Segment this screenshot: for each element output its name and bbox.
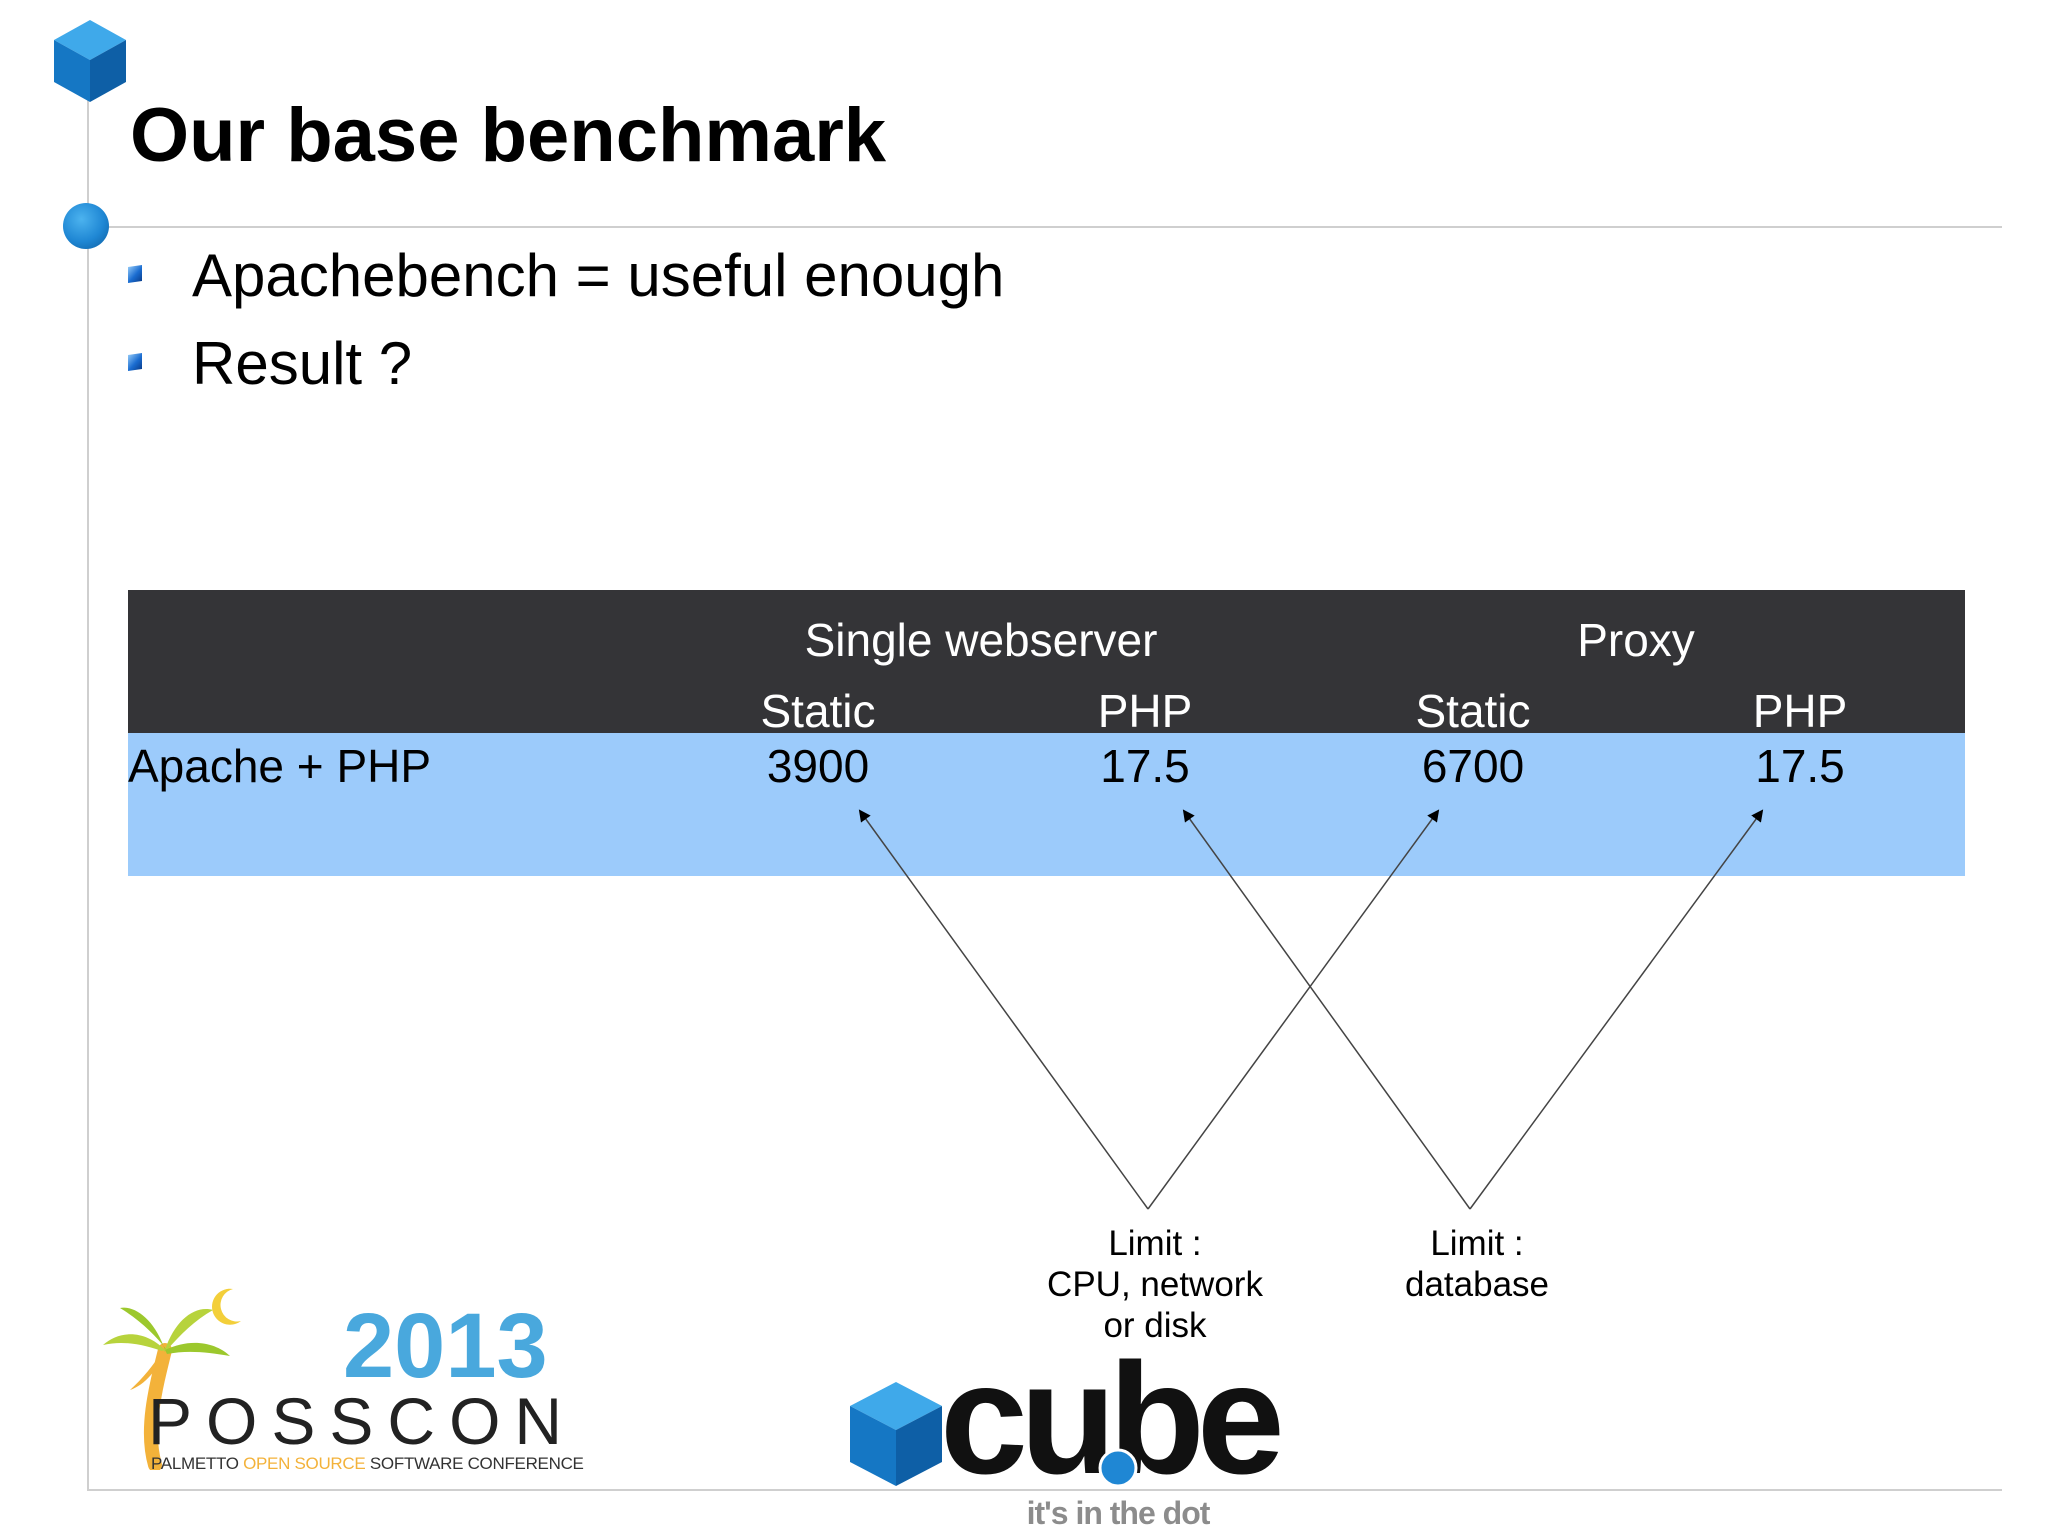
bullet-text: Result ? xyxy=(192,330,413,397)
posscon-tagline-accent: OPEN SOURCE xyxy=(243,1454,366,1473)
annotation-line: database xyxy=(1404,1265,1550,1304)
slide-title: Our base benchmark xyxy=(130,93,887,178)
arrow-to-static-proxy xyxy=(1147,809,1440,1210)
arrow-to-static-single xyxy=(858,809,1149,1210)
posscon-tagline: PALMETTO OPEN SOURCE SOFTWARE CONFERENCE xyxy=(151,1455,584,1472)
bullet-text: Apachebench = useful enough xyxy=(192,242,1005,309)
table-header: Single webserver Proxy Static PHP Static… xyxy=(128,590,1965,737)
left-rule xyxy=(87,80,89,1490)
cube-logo-icon xyxy=(850,1382,942,1486)
cube-icon xyxy=(54,20,126,102)
group-header-proxy: Proxy xyxy=(1577,614,1695,666)
annotation-line: or disk xyxy=(1103,1306,1207,1345)
annotation-database-limit: Limit : database xyxy=(1405,1223,1549,1305)
cell-static-proxy: 6700 xyxy=(1421,740,1525,792)
table-row: Apache + PHP 3900 17.5 6700 17.5 xyxy=(128,733,1965,876)
annotation-line: Limit : xyxy=(1108,1224,1202,1263)
annotation-line: Limit : xyxy=(1430,1224,1524,1263)
palm-tree-icon xyxy=(103,1307,230,1470)
arrow-to-php-single xyxy=(1182,809,1471,1210)
col-header-php-proxy: PHP xyxy=(1752,685,1848,737)
posscon-tagline-part: SOFTWARE CONFERENCE xyxy=(365,1454,584,1473)
annotation-cpu-limit: Limit : CPU, network or disk xyxy=(1047,1223,1263,1346)
circle-dot-icon xyxy=(63,203,109,249)
cube-dot-icon xyxy=(1098,1448,1138,1488)
title-underline xyxy=(87,226,2002,228)
col-header-static-proxy: Static xyxy=(1415,685,1531,737)
col-header-php-single: PHP xyxy=(1097,685,1193,737)
row-label: Apache + PHP xyxy=(128,740,432,792)
arrow-to-php-proxy xyxy=(1469,809,1764,1210)
cell-static-single: 3900 xyxy=(766,740,870,792)
cell-php-single: 17.5 xyxy=(1100,740,1190,792)
footer-rule xyxy=(87,1489,2002,1491)
posscon-name: POSSCON xyxy=(148,1384,577,1458)
cell-php-proxy: 17.5 xyxy=(1755,740,1845,792)
cube-tagline: it's in the dot xyxy=(1026,1495,1211,1531)
group-header-single-webserver: Single webserver xyxy=(804,614,1158,666)
col-header-static-single: Static xyxy=(760,685,876,737)
posscon-tagline-part: PALMETTO xyxy=(151,1454,244,1473)
posscon-year: 2013 xyxy=(343,1295,548,1397)
crescent-moon-icon xyxy=(212,1288,241,1325)
annotation-line: CPU, network xyxy=(1047,1265,1263,1304)
